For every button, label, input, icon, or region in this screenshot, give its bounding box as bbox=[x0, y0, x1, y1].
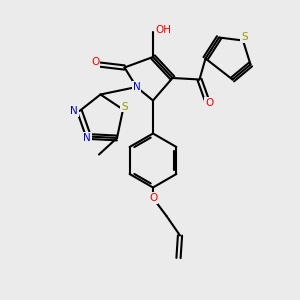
Text: S: S bbox=[241, 32, 248, 42]
Text: O: O bbox=[91, 57, 100, 67]
Text: O: O bbox=[205, 98, 214, 108]
Text: S: S bbox=[121, 101, 128, 112]
Text: O: O bbox=[149, 193, 157, 203]
Text: N: N bbox=[133, 82, 140, 92]
Text: OH: OH bbox=[155, 25, 171, 35]
Text: N: N bbox=[70, 106, 78, 116]
Text: N: N bbox=[83, 133, 91, 143]
